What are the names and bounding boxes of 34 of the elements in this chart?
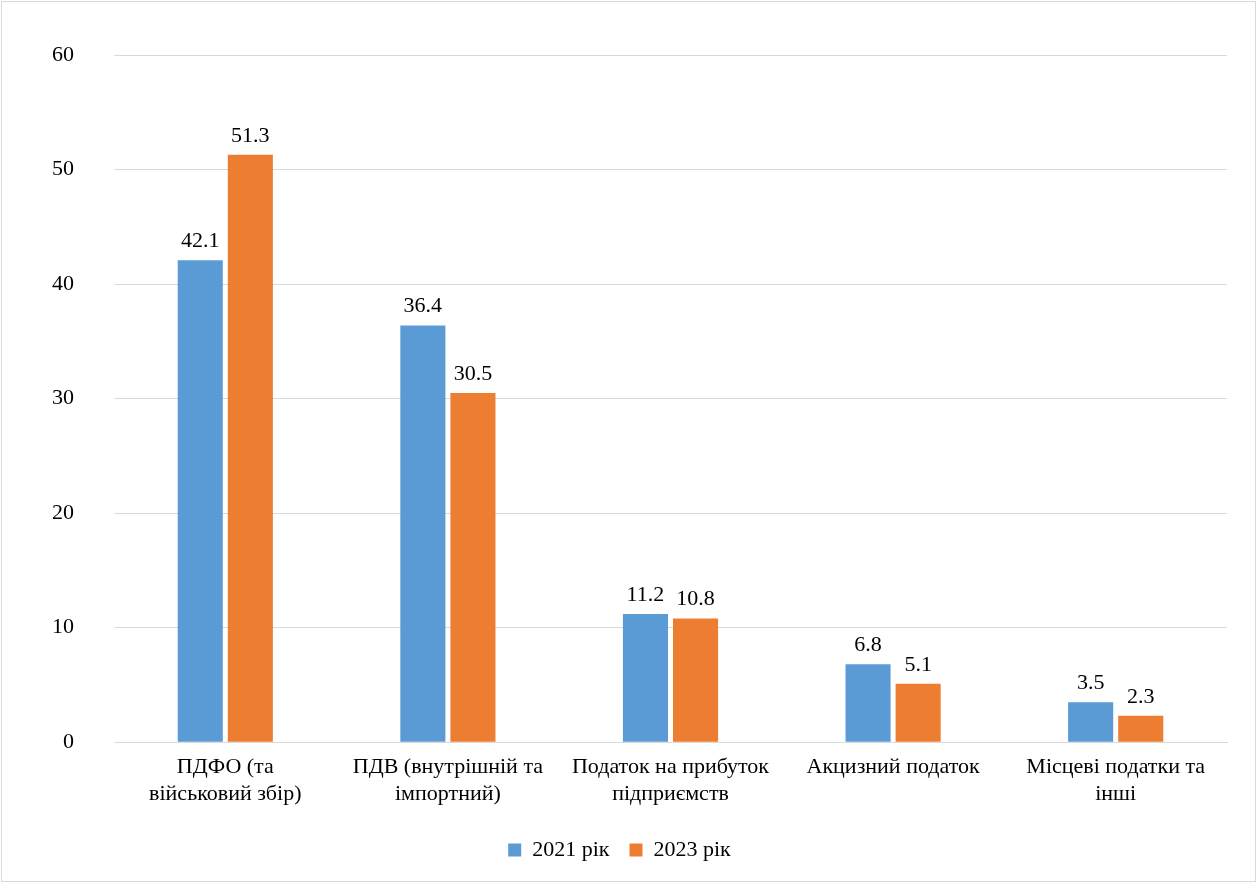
data-label: 36.4: [403, 292, 443, 318]
bar: [400, 325, 446, 742]
data-label: 5.1: [904, 650, 932, 676]
data-label: 42.1: [181, 226, 220, 252]
bar: [845, 664, 891, 742]
data-label: 3.5: [1076, 668, 1105, 694]
x-tick-label: Податок на прибуток підприємств: [571, 753, 770, 805]
x-tick-label: Місцеві податки та інші: [1026, 753, 1206, 805]
data-label: 51.3: [231, 121, 270, 147]
bar: [1068, 702, 1114, 742]
bar: [450, 392, 496, 742]
bar: [673, 618, 719, 742]
bar: [1118, 715, 1164, 742]
bar: [177, 260, 223, 742]
data-label: 30.5: [453, 359, 493, 385]
data-label: 11.2: [626, 580, 665, 606]
y-tick-label: 40: [52, 269, 74, 295]
data-label: 2.3: [1126, 682, 1155, 708]
data-label: 6.8: [854, 631, 882, 657]
bar: [622, 613, 668, 742]
y-tick-label: 10: [52, 613, 74, 639]
y-tick-label: 30: [52, 384, 74, 410]
legend-label: 2021 рік: [532, 835, 610, 861]
x-tick-label: ПДВ (внутрішній та імпортний): [352, 753, 544, 805]
legend-label: 2023 рік: [653, 835, 732, 861]
y-tick-label: 50: [52, 155, 74, 181]
bar: [895, 683, 941, 742]
y-tick-label: 0: [63, 727, 74, 753]
bar: [227, 154, 273, 742]
data-label: 10.8: [676, 585, 715, 611]
x-tick-label: Акцизний податок: [806, 753, 980, 779]
y-tick-label: 20: [52, 498, 74, 524]
y-tick-label: 60: [52, 40, 74, 66]
x-tick-label: ПДФО (та військовий збір): [149, 753, 302, 805]
